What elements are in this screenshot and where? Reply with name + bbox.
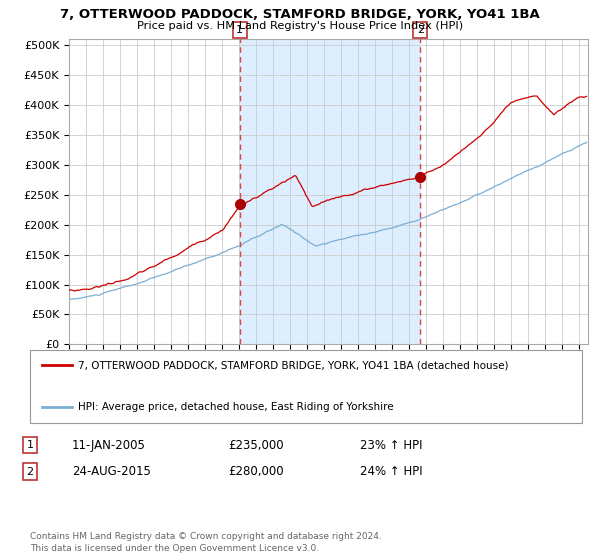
Text: £280,000: £280,000 — [228, 465, 284, 478]
Text: Contains HM Land Registry data © Crown copyright and database right 2024.
This d: Contains HM Land Registry data © Crown c… — [30, 533, 382, 553]
Text: 24% ↑ HPI: 24% ↑ HPI — [360, 465, 422, 478]
Bar — [239, 39, 421, 344]
Text: 7, OTTERWOOD PADDOCK, STAMFORD BRIDGE, YORK, YO41 1BA (detached house): 7, OTTERWOOD PADDOCK, STAMFORD BRIDGE, Y… — [78, 360, 509, 370]
Text: 11-JAN-2005: 11-JAN-2005 — [72, 438, 146, 452]
Text: 24-AUG-2015: 24-AUG-2015 — [72, 465, 151, 478]
Text: 23% ↑ HPI: 23% ↑ HPI — [360, 438, 422, 452]
Text: 7, OTTERWOOD PADDOCK, STAMFORD BRIDGE, YORK, YO41 1BA: 7, OTTERWOOD PADDOCK, STAMFORD BRIDGE, Y… — [60, 8, 540, 21]
Text: HPI: Average price, detached house, East Riding of Yorkshire: HPI: Average price, detached house, East… — [78, 402, 394, 412]
Text: £235,000: £235,000 — [228, 438, 284, 452]
Text: 2: 2 — [417, 25, 424, 35]
Text: 1: 1 — [26, 440, 34, 450]
Text: 1: 1 — [236, 25, 243, 35]
Text: Price paid vs. HM Land Registry's House Price Index (HPI): Price paid vs. HM Land Registry's House … — [137, 21, 463, 31]
Text: 2: 2 — [26, 466, 34, 477]
